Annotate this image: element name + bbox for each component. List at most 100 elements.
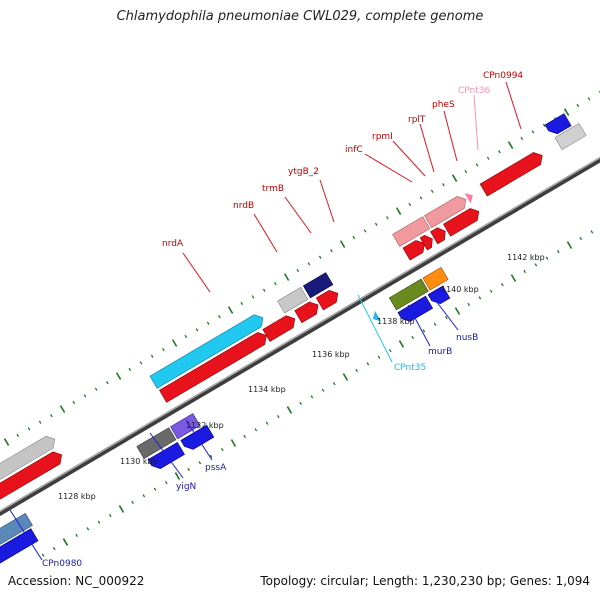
gene-block-rplt[interactable] [430,225,449,245]
label-cpn0994[interactable]: CPn0994 [483,71,523,81]
tick-mark [131,500,134,505]
label-ytgb-2[interactable]: ytgB_2 [288,167,319,177]
tick-mark [486,156,490,160]
tick-mark [566,241,573,249]
tick-mark [3,438,10,446]
tick-mark [398,340,405,348]
gene-block-grey-small[interactable] [277,286,309,314]
label-nrda[interactable]: nrdA [162,239,184,249]
gene-block-pink-1[interactable] [392,216,431,247]
tick-mark [430,189,434,193]
tick-mark [75,533,78,538]
gene-block-nusb[interactable] [427,285,451,307]
tick-mark [72,400,76,405]
tick-mark [274,282,277,286]
tick-mark [198,461,202,465]
gene-block-green[interactable] [388,278,429,311]
label-phes[interactable]: pheS [432,100,455,110]
gene-block-cpnt36[interactable] [464,190,476,204]
label-cpnt35[interactable]: CPnt35 [394,363,426,373]
tick-mark [230,439,237,447]
gene-block-orange[interactable] [422,266,449,291]
label-nusb[interactable]: nusB [456,333,478,343]
label-cpn0980[interactable]: CPn0980 [42,559,82,569]
tick-mark [286,406,293,414]
tick-mark [195,328,199,332]
label-yign[interactable]: yigN [176,482,196,492]
kbp-label: 1130 kbp [120,457,158,466]
kbp-label: 1128 kbp [58,492,96,501]
gene-block-blue-left[interactable] [0,528,39,565]
tick-mark [83,394,87,398]
gene-block-infc[interactable] [402,237,428,261]
tick-mark [50,414,53,418]
tick-mark [162,348,165,352]
tick-mark [556,250,560,254]
gene-block-navy[interactable] [302,272,334,299]
tick-mark [489,289,493,293]
gene-block-rpmi[interactable] [419,233,436,251]
label-trmb[interactable]: trmB [262,184,284,194]
tick-mark [339,240,346,248]
kbp-label: 1142 kbp [507,253,545,262]
gene-block-nrdb[interactable] [262,313,299,342]
tick-mark [108,513,112,518]
gene-block-cyan[interactable] [149,312,267,389]
label-nrdb[interactable]: nrdB [233,201,254,211]
gene-block-phes[interactable] [443,205,482,237]
tick-mark [422,329,426,333]
label-rplt[interactable]: rplT [408,115,426,125]
tick-mark [498,150,501,154]
genome-backbone [0,156,600,517]
kbp-label: 1136 kbp [312,350,350,359]
tick-mark [299,401,302,406]
tick-mark [318,255,322,259]
tick-mark [106,381,109,385]
gene-block-grey-left[interactable] [0,433,58,501]
gene-block-grey-right[interactable] [554,122,587,151]
label-murb[interactable]: murB [428,347,452,357]
tick-mark [128,367,132,372]
gene-block-steel-left[interactable] [0,512,33,552]
gene-block-ytgb[interactable] [315,287,341,311]
kbp-label: 1138 kbp [377,317,415,326]
label-infc[interactable]: infC [345,145,363,155]
tick-mark [377,355,381,359]
gene-block-pink-2[interactable] [424,193,469,229]
tick-mark [97,520,101,524]
gene-block-cpnt35[interactable] [370,310,382,324]
tick-mark [218,315,221,319]
tick-mark [251,295,255,299]
label-cpnt36[interactable]: CPnt36 [458,86,491,96]
gene-block-trmb[interactable] [294,299,322,324]
tick-mark [310,395,314,399]
tick-mark [442,183,445,187]
tick-mark [174,472,181,480]
accession-text: Accession: NC_000922 [8,574,145,588]
tick-mark [576,103,580,108]
tick-mark [62,538,69,546]
kbp-label: 1134 kbp [248,385,286,394]
label-pssa[interactable]: pssA [205,463,227,473]
tick-mark [520,136,524,141]
tick-track-lower [41,230,594,557]
tick-mark [164,480,168,485]
tick-mark [386,216,389,220]
tick-mark [321,388,325,392]
tick-mark [94,387,98,391]
tick-mark [187,467,190,472]
gene-block-violet[interactable] [170,413,201,440]
gene-block-nrda[interactable] [159,329,270,403]
gene-labels: nrdA nrdB trmB ytgB_2 infC rpmI rplT phe… [9,71,523,569]
gene-block-grey-dark[interactable] [136,427,177,459]
tick-mark [545,256,549,260]
gene-block-red-left[interactable] [0,449,65,516]
gene-block-blue-right[interactable] [544,113,572,137]
tick-mark [209,454,213,458]
label-rpmi[interactable]: rpmI [372,132,393,142]
tick-mark [507,141,514,149]
gene-block-murb[interactable] [397,295,434,324]
gene-block-cpn0994[interactable] [479,149,546,197]
tick-mark [374,222,378,226]
